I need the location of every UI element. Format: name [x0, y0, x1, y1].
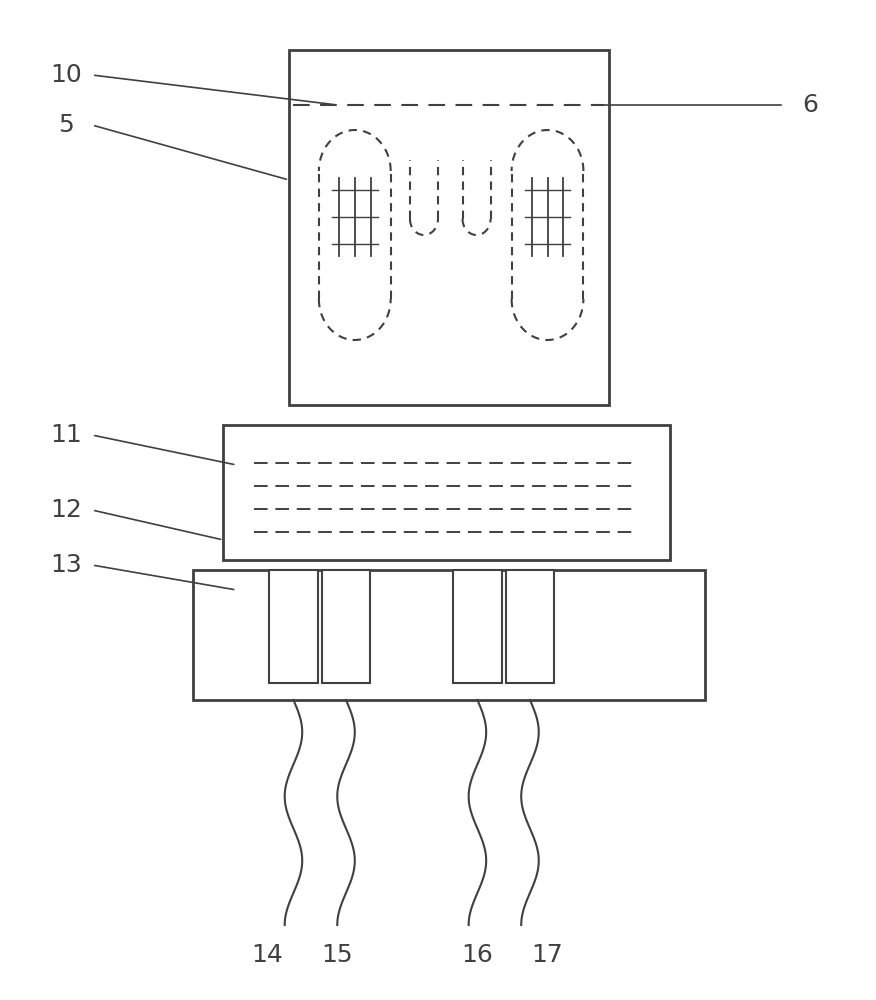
Text: 10: 10	[50, 63, 81, 87]
Text: 5: 5	[58, 113, 74, 137]
Text: 15: 15	[321, 943, 353, 967]
Bar	[270, 570, 317, 683]
Bar	[193, 570, 705, 700]
Bar	[289, 50, 609, 405]
Bar	[505, 570, 555, 683]
Bar	[454, 570, 502, 683]
Text: 11: 11	[50, 423, 81, 447]
Text: 17: 17	[532, 943, 563, 967]
Bar	[322, 570, 370, 683]
Text: 12: 12	[50, 498, 81, 522]
Text: 13: 13	[50, 553, 81, 577]
Text: 16: 16	[462, 943, 493, 967]
Text: 6: 6	[802, 93, 818, 117]
Bar	[223, 425, 670, 560]
Text: 14: 14	[251, 943, 283, 967]
